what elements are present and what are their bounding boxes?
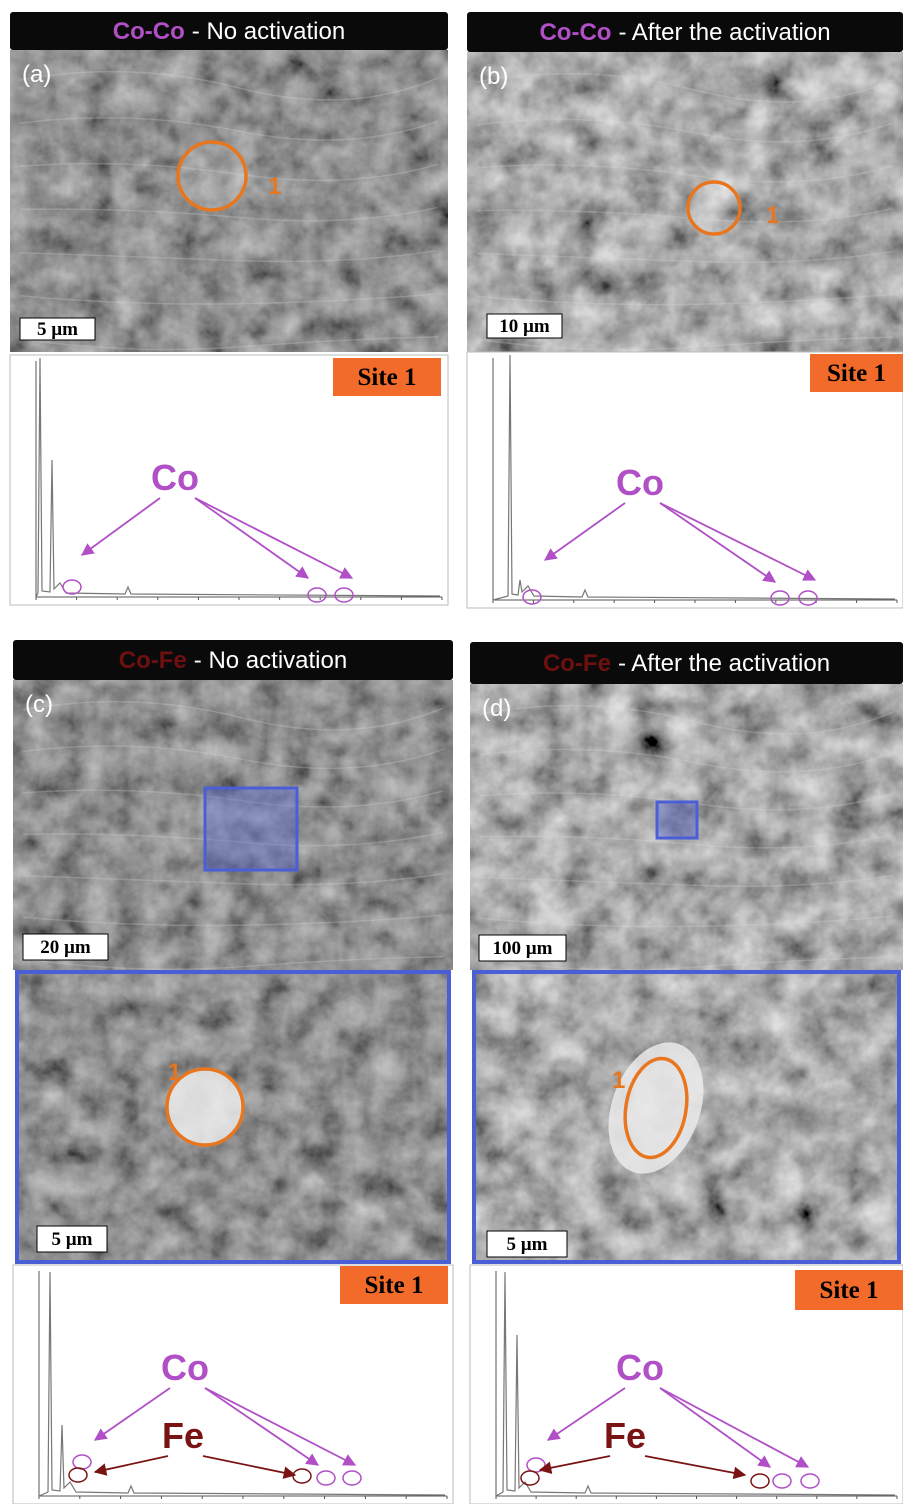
element-label: Fe [162, 1415, 204, 1456]
scale-bar-label: 5 µm [506, 1234, 547, 1255]
scale-bar-label: 5 µm [37, 319, 78, 340]
site-circle [688, 182, 740, 234]
sample-name: Co-Fe [119, 647, 187, 674]
sample-name: Co-Co [113, 18, 185, 45]
condition: - After the activation [618, 650, 830, 677]
panel-title: Co-Co - No activation [113, 18, 345, 45]
condition: - After the activation [618, 19, 830, 46]
site-marker: 1 [168, 1059, 181, 1086]
scale-bar-label: 100 µm [492, 938, 552, 959]
condition: - No activation [194, 647, 347, 674]
panel-label: (d) [482, 695, 511, 722]
scale-bar-label: 10 µm [499, 316, 550, 337]
site-label: Site 1 [364, 1272, 423, 1299]
element-label: Fe [604, 1415, 646, 1456]
site-marker: 1 [766, 202, 779, 229]
site-label: Site 1 [819, 1277, 878, 1304]
panel-label: (c) [25, 691, 53, 718]
site-circle [178, 142, 246, 210]
scale-bar-label: 5 µm [51, 1229, 92, 1250]
panel-title: Co-Fe - After the activation [543, 650, 830, 677]
panel-title: Co-Co - After the activation [539, 19, 830, 46]
panel-label: (b) [479, 63, 508, 90]
scale-bar-label: 20 µm [40, 937, 91, 958]
site-label: Site 1 [827, 360, 886, 387]
condition: - No activation [192, 18, 345, 45]
figure: Co-Co - No activation (a) 5 µm 1 Site 1 Co Co-C… [0, 0, 903, 1504]
zoom-region [205, 788, 297, 870]
element-label: Co [616, 1347, 664, 1388]
sample-name: Co-Fe [543, 650, 611, 677]
site-label: Site 1 [357, 364, 416, 391]
panel-label: (a) [22, 61, 51, 88]
zoom-region [657, 802, 697, 838]
element-label: Co [616, 462, 664, 503]
panel-title: Co-Fe - No activation [119, 647, 347, 674]
site-marker: 1 [268, 173, 281, 200]
sample-name: Co-Co [539, 19, 611, 46]
element-label: Co [161, 1347, 209, 1388]
element-label: Co [151, 457, 199, 498]
site-marker: 1 [612, 1067, 625, 1094]
